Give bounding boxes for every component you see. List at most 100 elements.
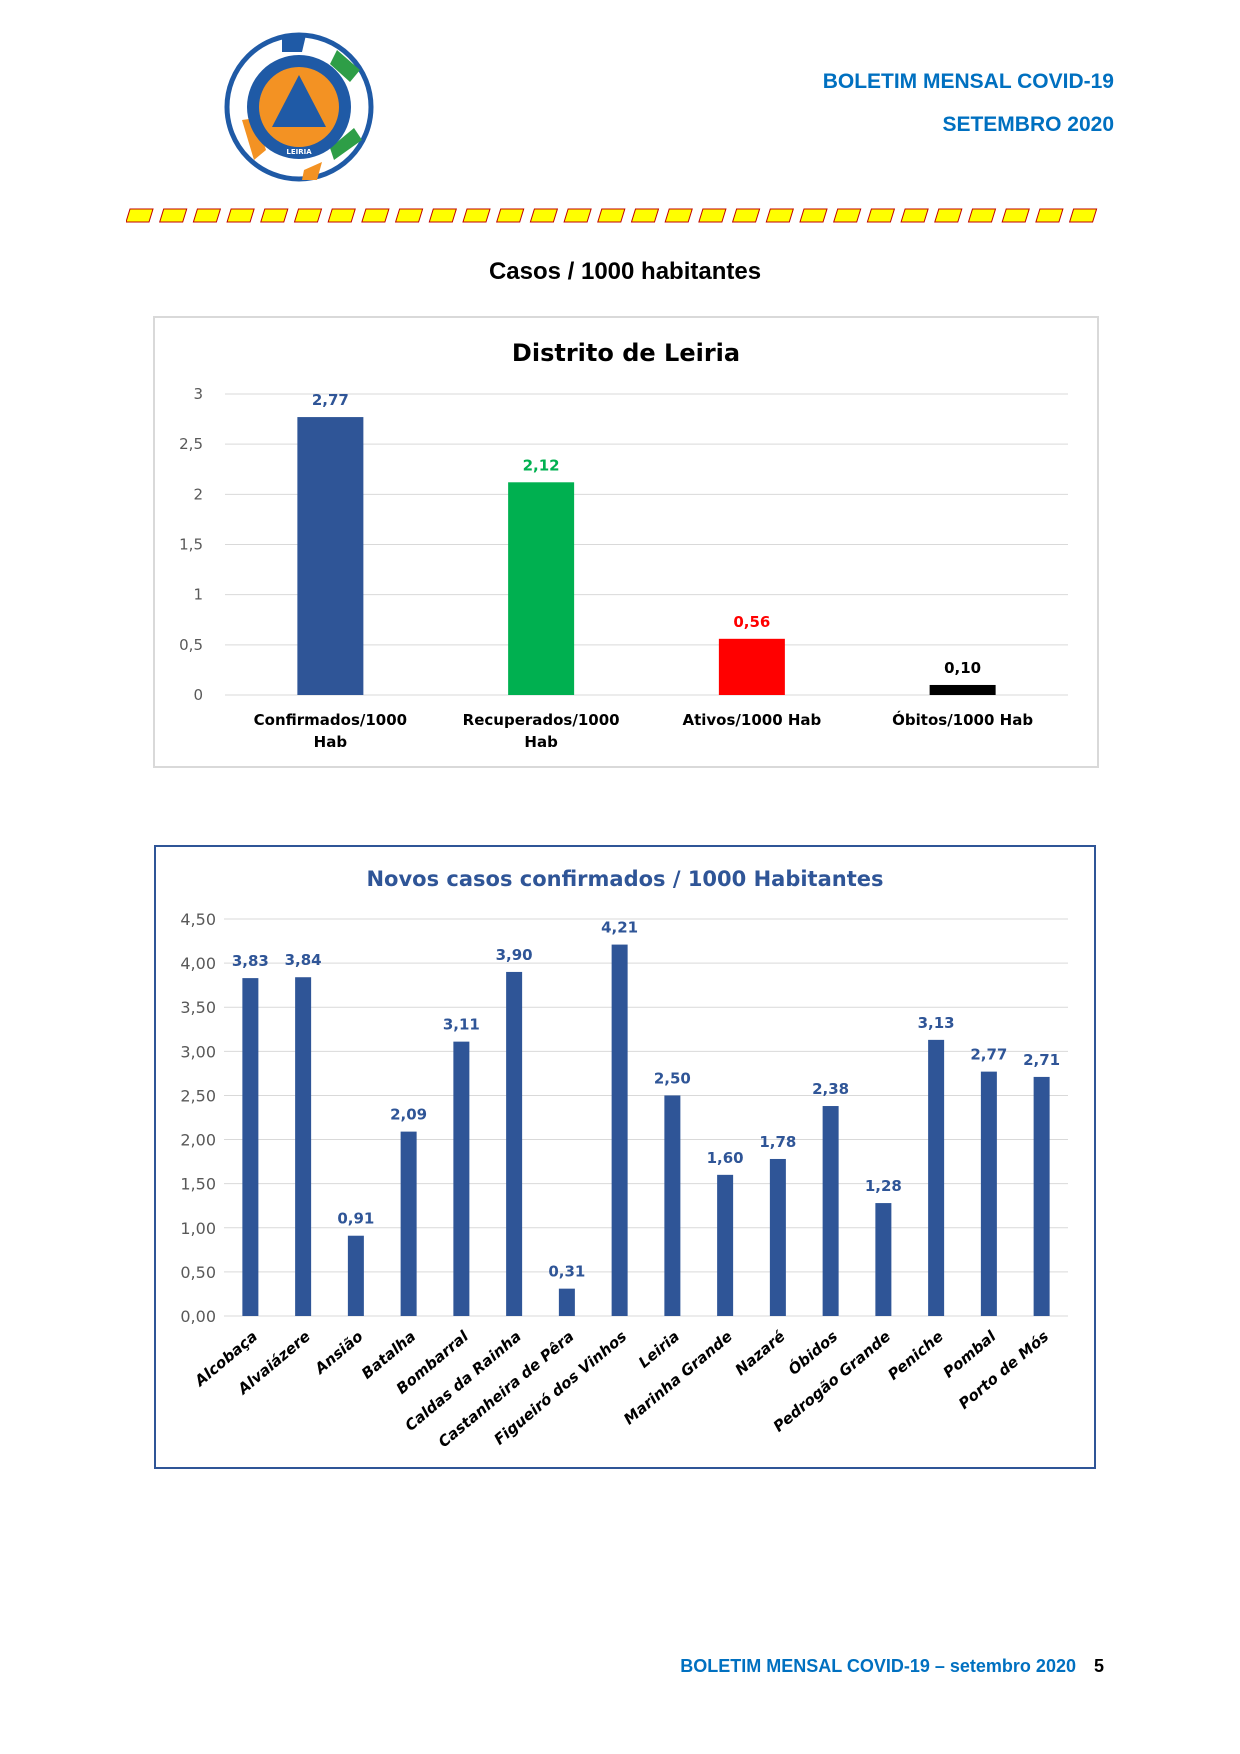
- stripe: [462, 208, 491, 223]
- y-tick-label: 1: [193, 586, 203, 604]
- x-tick-label: Recuperados/1000 Hab: [463, 711, 620, 751]
- data-label: 2,71: [1023, 1051, 1060, 1069]
- stripe: [1068, 208, 1098, 223]
- y-tick-label: 2,00: [180, 1131, 216, 1150]
- x-tick-label: Peniche: [884, 1327, 946, 1383]
- data-label: 3,13: [918, 1014, 955, 1032]
- data-label: 0,56: [733, 613, 770, 631]
- bar: [506, 971, 523, 1316]
- bar: [242, 978, 259, 1316]
- data-label: 3,90: [496, 946, 533, 964]
- bar: [347, 1235, 364, 1316]
- data-label: 2,50: [654, 1069, 691, 1087]
- data-label: 4,21: [601, 919, 638, 937]
- bar: [664, 1095, 681, 1316]
- data-label: 1,78: [759, 1133, 796, 1151]
- stripe: [394, 208, 424, 223]
- stripe: [226, 208, 255, 223]
- stripe: [428, 208, 457, 223]
- stripe: [765, 208, 794, 223]
- chart-title: Novos casos confirmados / 1000 Habitante…: [366, 867, 883, 891]
- bar: [928, 1039, 945, 1316]
- y-tick-label: 0,50: [180, 1263, 216, 1282]
- section-title: Casos / 1000 habitantes: [488, 258, 762, 285]
- y-tick-label: 4,50: [180, 910, 216, 929]
- bar: [611, 944, 628, 1316]
- stripe: [563, 208, 592, 223]
- x-tick-label: Confirmados/1000 Hab: [254, 711, 407, 751]
- bar: [453, 1041, 470, 1316]
- stripe: [866, 208, 896, 223]
- data-label: 3,11: [443, 1016, 480, 1034]
- stripe: [192, 208, 222, 223]
- data-label: 2,77: [312, 391, 349, 409]
- stripe: [664, 208, 693, 223]
- x-tick-label: Leiria: [635, 1327, 683, 1371]
- bar: [717, 1174, 734, 1316]
- bar: [297, 417, 364, 695]
- logo: LEIRIA: [224, 32, 374, 182]
- data-label: 0,91: [337, 1210, 374, 1228]
- stripe: [833, 208, 862, 223]
- bar: [1033, 1076, 1050, 1316]
- data-label: 0,10: [944, 659, 981, 677]
- bar: [400, 1131, 417, 1316]
- bar: [769, 1158, 786, 1316]
- data-label: 1,60: [707, 1149, 744, 1167]
- y-tick-label: 2: [193, 485, 203, 503]
- chart-title: Distrito de Leiria: [512, 339, 740, 367]
- data-label: 3,84: [285, 951, 322, 969]
- y-tick-label: 2,5: [179, 435, 203, 453]
- bulletin-title: BOLETIM MENSAL COVID-19: [822, 70, 1114, 93]
- y-tick-label: 3,00: [180, 1042, 216, 1061]
- stripe: [327, 208, 356, 223]
- stripe: [159, 208, 188, 223]
- x-tick-label: Porto de Mós: [955, 1327, 1052, 1413]
- x-tick-label: Ativos/1000 Hab: [682, 711, 821, 729]
- bar: [875, 1203, 892, 1316]
- data-label: 0,31: [548, 1263, 585, 1281]
- data-label: 3,83: [232, 952, 269, 970]
- chart-municipalities: Novos casos confirmados / 1000 Habitante…: [154, 845, 1096, 1469]
- y-tick-label: 0,00: [180, 1307, 216, 1326]
- stripe: [293, 208, 323, 223]
- bar: [295, 977, 312, 1316]
- bar: [718, 638, 785, 695]
- page-number: 5: [1093, 1656, 1104, 1676]
- stripe: [900, 208, 929, 223]
- y-tick-label: 1,5: [179, 536, 203, 554]
- bar: [558, 1288, 575, 1316]
- chart-district: Distrito de Leiria 0 0,5 1 1,5 2 2,5 3 2,77 Confi…: [153, 316, 1099, 768]
- stripe: [1035, 208, 1064, 223]
- stripe: [698, 208, 727, 223]
- svg-text:LEIRIA: LEIRIA: [286, 148, 312, 156]
- stripe: [731, 208, 761, 223]
- stripe: [361, 208, 390, 223]
- y-tick-label: 2,50: [180, 1086, 216, 1105]
- y-tick-label: 1,00: [180, 1219, 216, 1238]
- stripe: [260, 208, 289, 223]
- stripe-divider: [126, 208, 1098, 223]
- stripe: [126, 208, 154, 223]
- stripe: [529, 208, 559, 223]
- bar: [980, 1071, 997, 1316]
- x-tick-label: Óbitos/1000 Hab: [892, 710, 1033, 729]
- x-tick-label: Nazaré: [732, 1327, 789, 1379]
- data-label: 2,77: [970, 1046, 1007, 1064]
- y-tick-label: 3: [193, 385, 203, 403]
- y-tick-label: 0: [193, 686, 203, 704]
- footer: BOLETIM MENSAL COVID-19 – setembro 2020 …: [680, 1656, 1104, 1677]
- data-label: 2,09: [390, 1106, 427, 1124]
- x-tick-label: Ansião: [311, 1327, 367, 1378]
- bar: [929, 684, 996, 695]
- stripe: [496, 208, 525, 223]
- stripe: [934, 208, 963, 223]
- stripe: [967, 208, 997, 223]
- bar: [508, 482, 575, 695]
- stripe: [1001, 208, 1030, 223]
- data-label: 2,12: [523, 456, 560, 474]
- y-tick-label: 4,00: [180, 954, 216, 973]
- y-tick-label: 3,50: [180, 998, 216, 1017]
- y-tick-label: 1,50: [180, 1175, 216, 1194]
